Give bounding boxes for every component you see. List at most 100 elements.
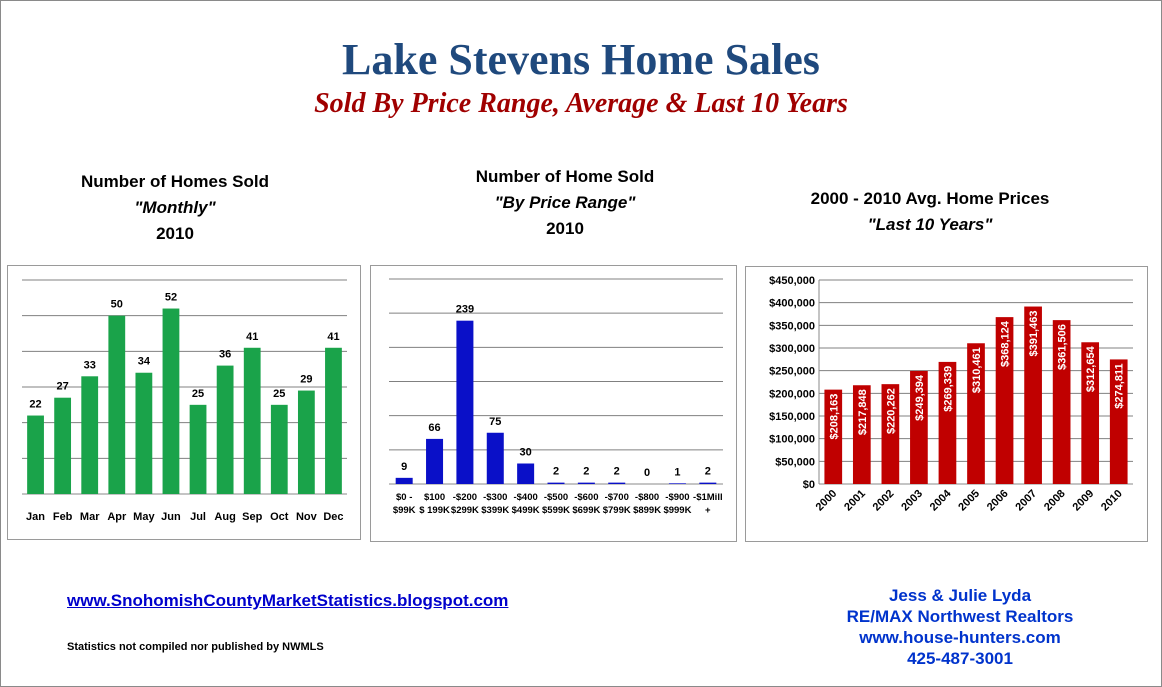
bar bbox=[270, 404, 288, 494]
x-tick-label: $99K bbox=[393, 505, 416, 516]
bar bbox=[216, 365, 234, 494]
x-tick-label: $599K bbox=[542, 505, 570, 516]
bar bbox=[395, 477, 413, 484]
data-label: 2 bbox=[583, 466, 589, 478]
data-label: 33 bbox=[84, 359, 96, 371]
x-tick-label: $699K bbox=[572, 505, 600, 516]
data-label: 50 bbox=[111, 299, 123, 311]
x-tick-label: $799K bbox=[603, 505, 631, 516]
bar bbox=[517, 463, 535, 484]
data-label: $310,461 bbox=[971, 347, 983, 393]
avg-price-chart-title-line1: 2000 - 2010 Avg. Home Prices bbox=[810, 189, 1050, 208]
data-label: 34 bbox=[138, 356, 151, 368]
x-tick-label: -$800 bbox=[635, 492, 659, 503]
contact-names: Jess & Julie Lyda bbox=[888, 586, 1032, 605]
x-tick-label: $100 bbox=[424, 492, 445, 503]
price-range-chart-title: Number of Home Sold "By Price Range" 201… bbox=[410, 164, 720, 242]
bar bbox=[135, 372, 153, 494]
bar bbox=[668, 483, 686, 484]
x-tick-label: $499K bbox=[512, 505, 540, 516]
monthly-chart-title: Number of Homes Sold "Monthly" 2010 bbox=[20, 169, 330, 247]
x-tick-label: -$300 bbox=[483, 492, 507, 503]
bar bbox=[54, 397, 72, 494]
bar bbox=[938, 361, 957, 484]
data-label: $208,163 bbox=[828, 394, 840, 440]
contact-website[interactable]: www.house-hunters.com bbox=[859, 628, 1061, 647]
y-tick-label: $450,000 bbox=[769, 275, 815, 287]
x-tick-label: 2006 bbox=[985, 488, 1011, 514]
avg-price-chart-title: 2000 - 2010 Avg. Home Prices "Last 10 Ye… bbox=[770, 186, 1090, 238]
data-label: 9 bbox=[401, 461, 407, 473]
bar bbox=[824, 389, 843, 484]
x-tick-label: 2004 bbox=[928, 487, 954, 513]
x-tick-label: 2010 bbox=[1099, 488, 1125, 514]
price-range-chart-title-line1: Number of Home Sold bbox=[475, 167, 655, 186]
data-label: 1 bbox=[674, 466, 680, 478]
data-label: 0 bbox=[644, 467, 650, 479]
bar bbox=[577, 482, 595, 484]
x-tick-label: Aug bbox=[214, 511, 235, 523]
page-subtitle: Sold By Price Range, Average & Last 10 Y… bbox=[314, 88, 848, 119]
x-tick-label: Mar bbox=[80, 511, 100, 523]
y-tick-label: $0 bbox=[803, 479, 815, 491]
data-label: 52 bbox=[165, 292, 177, 304]
y-tick-label: $400,000 bbox=[769, 298, 815, 310]
data-label: $217,848 bbox=[857, 389, 869, 435]
data-label: 30 bbox=[520, 447, 532, 459]
data-label: $249,394 bbox=[914, 374, 926, 421]
data-label: $391,463 bbox=[1028, 311, 1040, 357]
x-tick-label: Feb bbox=[53, 511, 73, 523]
bar bbox=[1109, 359, 1128, 484]
bar bbox=[699, 482, 717, 484]
x-tick-label: Oct bbox=[270, 511, 289, 523]
x-tick-label: 2007 bbox=[1013, 488, 1039, 514]
bar bbox=[852, 385, 871, 484]
x-tick-label: -$900 bbox=[665, 492, 689, 503]
bar bbox=[162, 308, 180, 494]
y-tick-label: $200,000 bbox=[769, 388, 815, 400]
data-label: 25 bbox=[192, 388, 204, 400]
x-tick-label: Nov bbox=[296, 511, 318, 523]
x-tick-label: May bbox=[133, 511, 155, 523]
x-tick-label: Jun bbox=[161, 511, 181, 523]
data-label: 75 bbox=[489, 416, 501, 428]
x-tick-label: $899K bbox=[633, 505, 661, 516]
bar bbox=[910, 370, 928, 484]
x-tick-label: 2000 bbox=[814, 488, 840, 514]
x-tick-label: Dec bbox=[323, 511, 343, 523]
data-label: 29 bbox=[300, 374, 312, 386]
bar bbox=[426, 438, 444, 484]
y-tick-label: $100,000 bbox=[769, 434, 815, 446]
x-tick-label: Sep bbox=[242, 511, 262, 523]
bar bbox=[1052, 320, 1071, 484]
x-tick-label: $999K bbox=[663, 505, 691, 516]
bar bbox=[108, 315, 126, 494]
data-label: 25 bbox=[273, 388, 285, 400]
x-tick-label: 2001 bbox=[842, 488, 868, 514]
bar bbox=[325, 347, 342, 494]
x-tick-label: Apr bbox=[107, 511, 127, 523]
x-tick-label: 2005 bbox=[956, 488, 982, 514]
monthly-chart-title-line2: "Monthly" bbox=[134, 198, 216, 217]
bar bbox=[27, 415, 44, 494]
x-tick-label: + bbox=[705, 505, 711, 516]
data-label: 36 bbox=[219, 349, 231, 361]
bar bbox=[547, 482, 565, 484]
x-tick-label: -$400 bbox=[513, 492, 537, 503]
x-tick-label: -$500 bbox=[544, 492, 568, 503]
blog-link[interactable]: www.SnohomishCountyMarketStatistics.blog… bbox=[67, 591, 509, 610]
monthly-chart-title-line3: 2010 bbox=[156, 224, 194, 243]
data-label: 27 bbox=[57, 381, 69, 393]
contact-company: RE/MAX Northwest Realtors bbox=[846, 607, 1074, 626]
price-range-chart-title-line2: "By Price Range" bbox=[494, 193, 636, 212]
y-tick-label: $300,000 bbox=[769, 343, 815, 355]
data-label: $312,654 bbox=[1085, 345, 1097, 392]
price-range-chart-panel: 9 $0 - $99K 66 $100 $ 199K 239 -$200 $299K 75 -$30… bbox=[370, 265, 737, 542]
data-label: 2 bbox=[553, 466, 559, 478]
data-label: 41 bbox=[246, 331, 258, 343]
bar bbox=[967, 343, 985, 484]
data-label: 41 bbox=[327, 331, 339, 343]
data-label: $220,262 bbox=[885, 388, 897, 434]
bar bbox=[297, 390, 315, 494]
data-label: $274,811 bbox=[1114, 363, 1126, 408]
